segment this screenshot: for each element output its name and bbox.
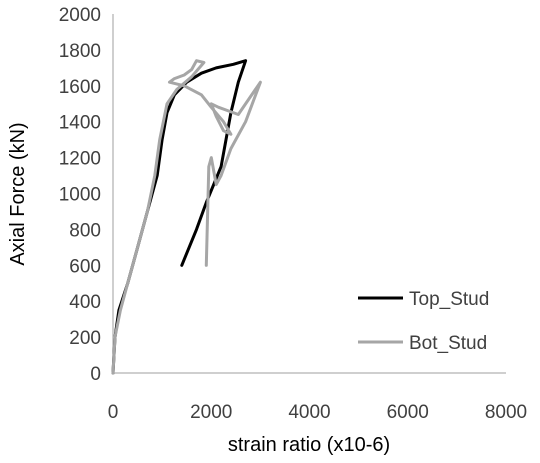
series-line-top-stud: [111, 59, 248, 375]
y-tick-label: 400: [69, 292, 101, 313]
y-tick-labels: 0 200 400 600 800 1000 1200 1400 1600 1800 2000: [59, 5, 101, 385]
legend-label-top-stud: Top_Stud: [409, 289, 489, 310]
y-tick-label: 1200: [59, 149, 101, 170]
y-tick-label: 800: [69, 220, 101, 241]
y-tick-label: 1800: [59, 41, 101, 62]
y-tick-label: 200: [69, 328, 101, 349]
series-layer: [111, 59, 262, 375]
x-axis-title: strain ratio (x10-6): [228, 434, 390, 456]
x-tick-label: 8000: [485, 402, 527, 423]
y-tick-label: 0: [90, 364, 101, 385]
y-axis-title: Axial Force (kN): [7, 122, 29, 265]
y-tick-label: 1400: [59, 113, 101, 134]
x-tick-label: 0: [108, 402, 119, 423]
y-tick-label: 1600: [59, 77, 101, 98]
x-tick-labels: 0 2000 4000 6000 8000: [108, 402, 527, 423]
x-tick-label: 4000: [288, 402, 330, 423]
series-line-bot-stud: [111, 59, 262, 375]
y-tick-label: 600: [69, 256, 101, 277]
y-tick-label: 2000: [59, 5, 101, 26]
legend: Top_Stud Bot_Stud: [358, 289, 489, 354]
axes: [112, 14, 506, 374]
legend-label-bot-stud: Bot_Stud: [409, 333, 487, 354]
x-tick-label: 2000: [190, 402, 232, 423]
y-tick-label: 1000: [59, 185, 101, 206]
x-tick-label: 6000: [387, 402, 429, 423]
